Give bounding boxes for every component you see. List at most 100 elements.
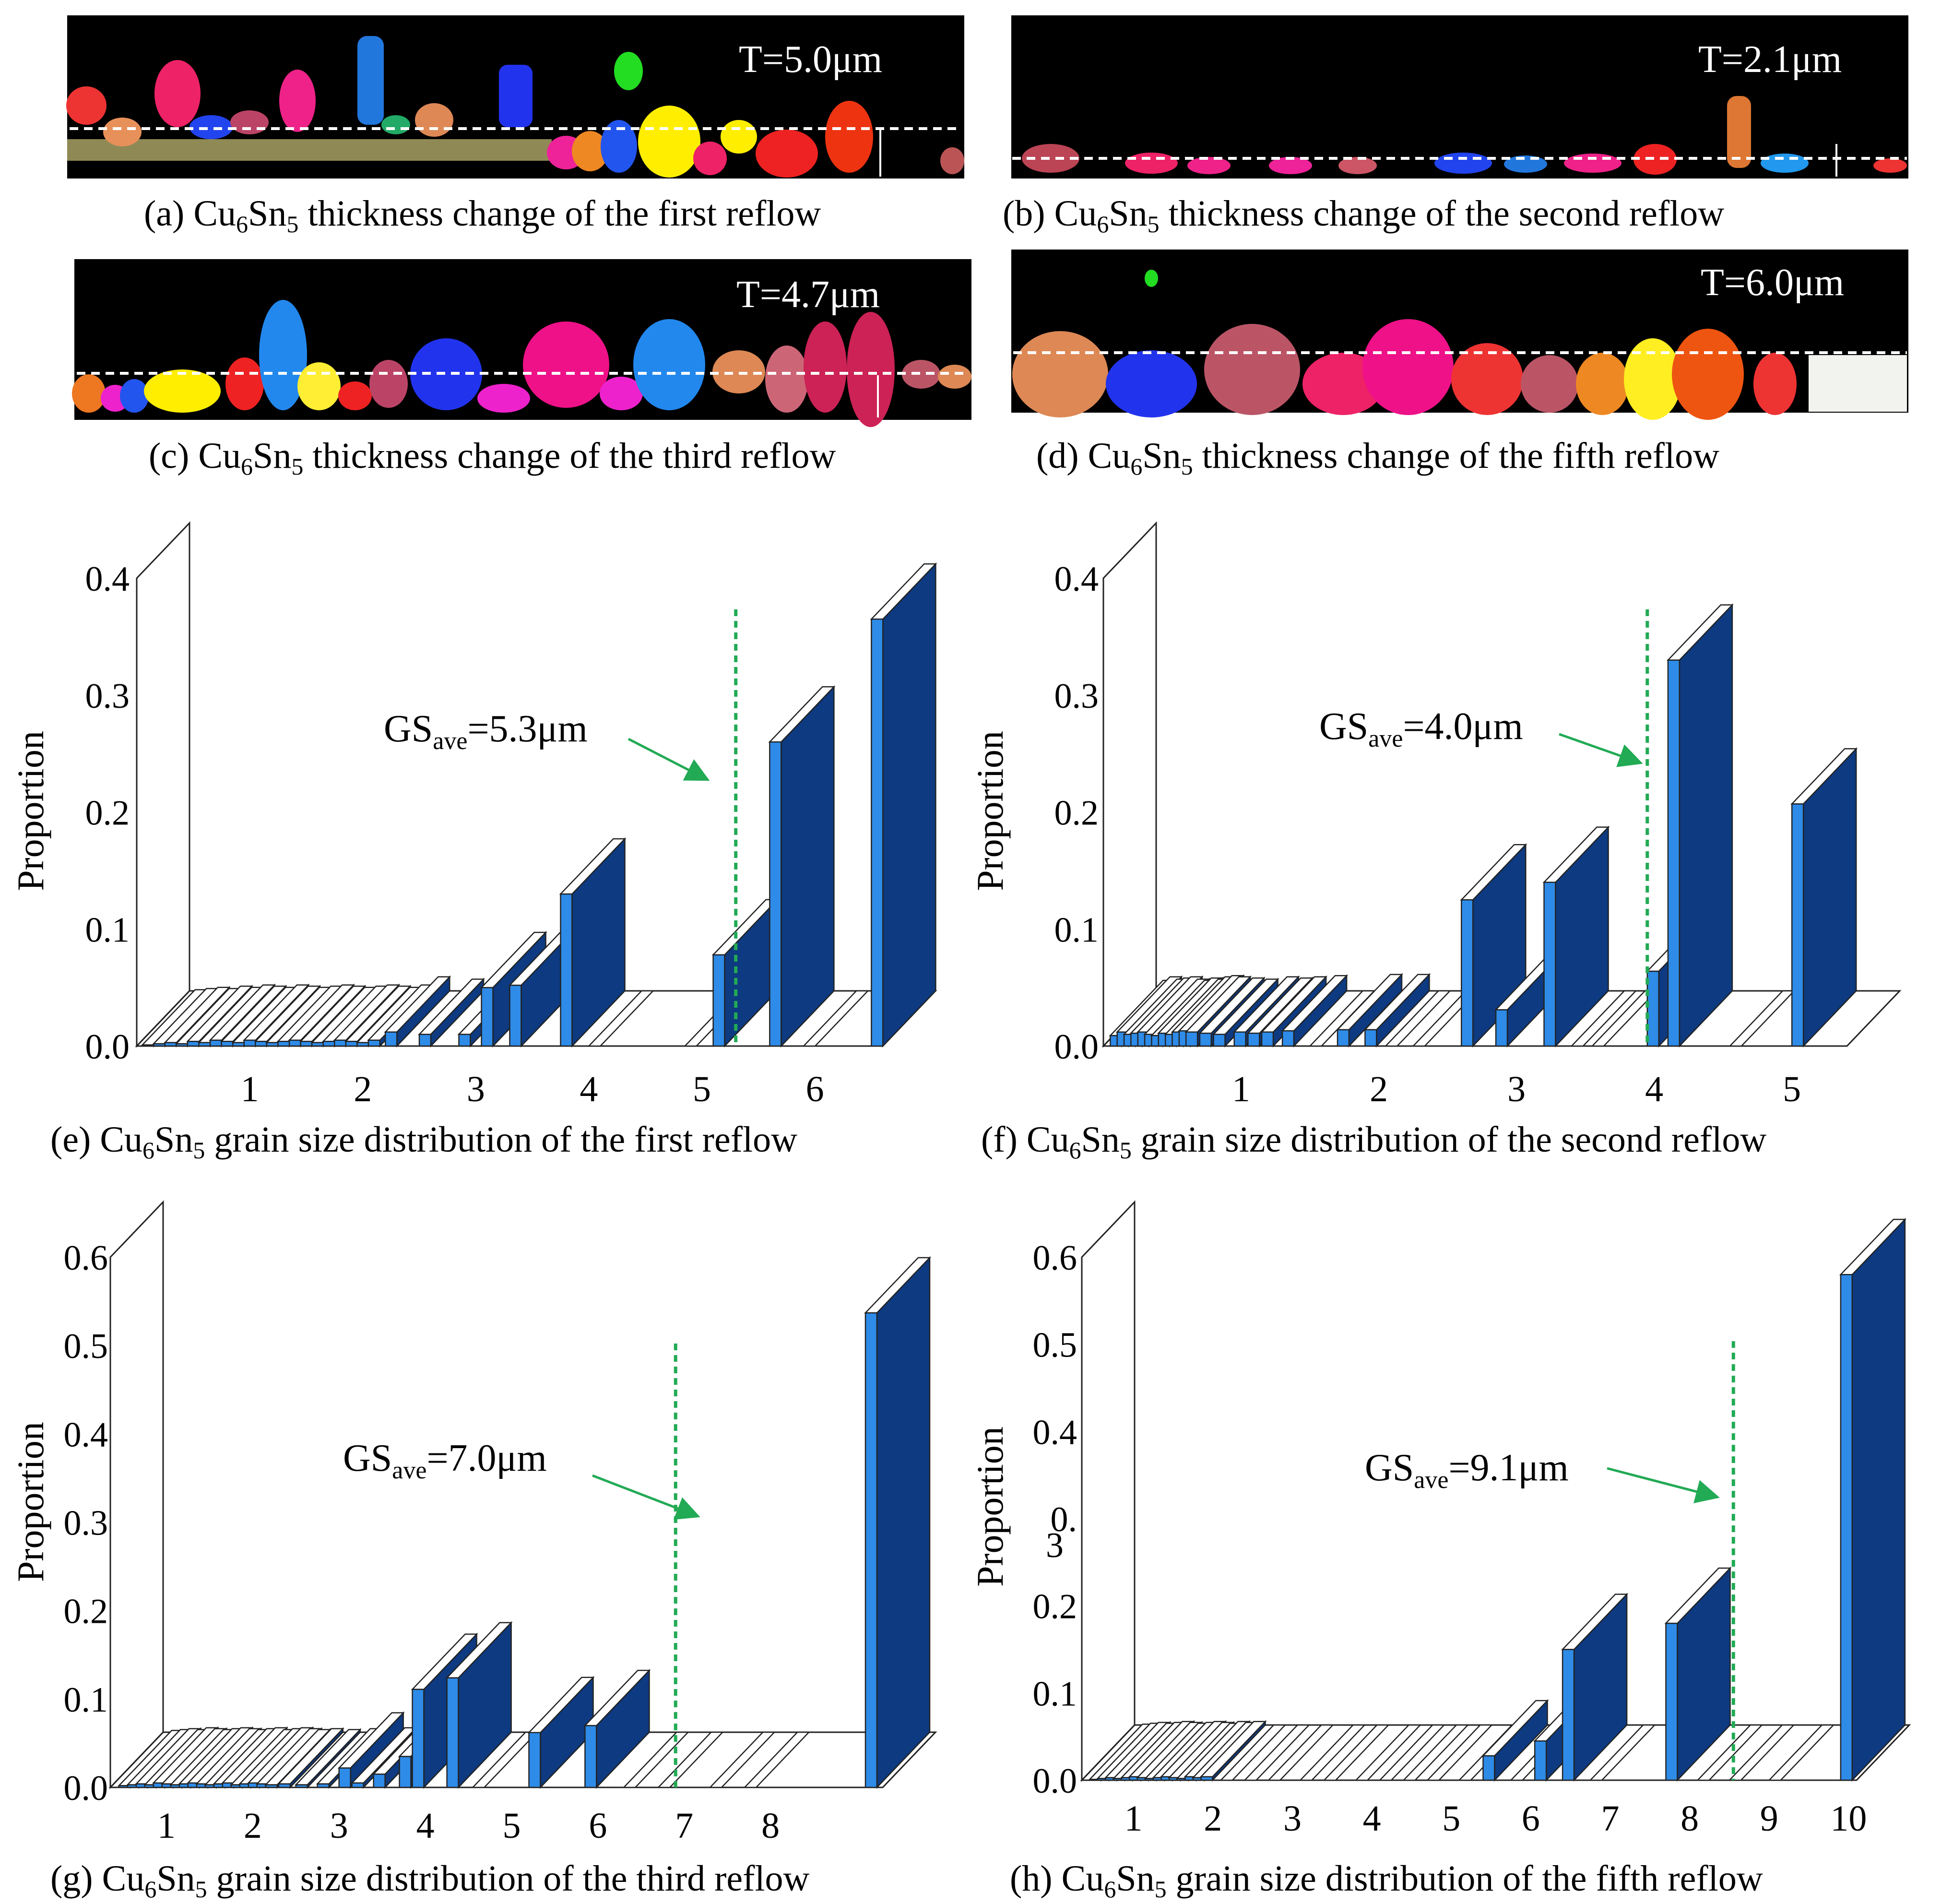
chart-g-bar-top [337,1712,405,1769]
chart-g-bar-top [195,1728,262,1785]
chart-e-bar-side [571,837,626,1048]
grain [477,384,530,413]
chart-f-bar [1790,747,1858,1048]
grain [1576,353,1629,415]
chart-f-average-label: GSave=4.0μm [1319,705,1523,752]
chart-f-xtick-label: 5 [1783,1069,1801,1109]
chart-h-bar [1243,1724,1311,1781]
chart-h-bar [1696,1724,1763,1781]
chart-h-bar-empty [1696,1724,1763,1781]
micrograph-a-grains [66,36,964,178]
chart-e-average-arrow [627,738,710,781]
chart-g-bar-top [135,1728,202,1785]
chart-f-bar-front [1646,970,1660,1047]
chart-e-bar-side [781,685,835,1048]
chart-g-bar-front [373,1773,386,1788]
chart-g-bar-empty [743,1731,811,1788]
chart-e-bar-front [560,893,573,1047]
chart-g-bar [445,1621,513,1789]
grain [1761,154,1809,173]
micrograph-c-thickness-label: T=4.7μm [736,274,880,316]
chart-f-bar-front [1213,1034,1226,1047]
chart-f-ylabel: Proportion [969,731,1011,891]
chart-e-bar-top [768,686,836,743]
grain [225,357,264,410]
chart-f-bar-empty [1728,990,1796,1047]
chart-h-ytick-label: 0.6 [1033,1238,1077,1278]
chart-h-bar-front [1840,1274,1853,1781]
chart-f-bar-empty [1384,990,1452,1047]
caption-a: (a) Cu6Sn5 thickness change of the first… [144,193,821,238]
chart-e-bar [711,898,779,1048]
chart-f-ytick-label: 0.2 [1054,794,1099,833]
chart-h-bar [1219,1724,1287,1781]
grain [1338,157,1377,174]
chart-h-bar-side [1851,1218,1906,1782]
chart-h-bar [1481,1699,1549,1782]
chart-g-bar [709,1731,776,1788]
chart-e-bar [802,990,870,1047]
chart-h-bar-top [1199,1721,1267,1777]
chart-e: 0.0 0.1 0.2 0.3 0.4 Proportion 1 2 3 4 5 6 GSave=5.3… [10,521,937,1164]
chart-g-xtick-label: 8 [761,1806,780,1846]
chart-e-xtick-label: 6 [806,1069,824,1109]
chart-h-bar-top [1664,1567,1732,1624]
chart-g-average-label: GSave=7.0μm [343,1437,547,1484]
chart-e-bar [418,977,485,1048]
chart-h-bar-empty [1426,1724,1493,1781]
chart-h-bar [1664,1566,1732,1782]
grain [1012,331,1108,417]
chart-e-bar-top [559,838,627,895]
grain [1269,157,1312,174]
chart-h-bar-front [1482,1755,1495,1781]
grain [338,381,372,410]
chart-g-bar-top [221,1727,288,1784]
chart-h-bar-empty [1219,1724,1287,1781]
chart-e-bar-front [367,1039,381,1047]
chart-h-bar [1561,1593,1629,1782]
micrograph-b-thickness-label: T=2.1μm [1698,38,1842,81]
chart-h-tick-fragment: 3 [1046,1526,1064,1565]
chart-g-xtick-label: 4 [416,1806,435,1846]
chart-f-bar-side [1555,825,1609,1048]
chart-h-bar [1199,1720,1267,1782]
chart-h-xtick-label: 10 [1830,1798,1867,1839]
chart-h-bar-front [1665,1622,1678,1781]
chart-e-xtick-label: 4 [580,1069,598,1109]
chart-g-bar-front [864,1312,878,1788]
grain [1727,96,1751,168]
grain [103,118,142,146]
chart-e-bar-front [385,1031,398,1047]
chart-h-xtick-label: 1 [1124,1798,1143,1839]
grain [847,312,895,427]
chart-h-bar-front [1562,1649,1575,1781]
chart-e-bar-front [277,1041,290,1047]
chart-f-bar [1281,974,1349,1048]
chart-h-bar [1767,1724,1835,1781]
chart-e-bar-top [220,986,287,1042]
chart-g-bar [864,1256,931,1789]
chart-f-bar-empty [1570,990,1637,1047]
grain [279,70,316,132]
chart-h-bar [1728,1724,1795,1781]
caption-f: (f) Cu6Sn5 grain size distribution of th… [981,1119,1766,1164]
chart-h-bar-top [1839,1219,1906,1275]
chart-f-bar-top [1363,974,1431,1031]
chart-h-bar [1402,1724,1469,1781]
grain [1521,355,1578,413]
chart-h-bar [1267,1724,1335,1781]
chart-e-bar-front [288,1039,302,1047]
grain [693,142,727,175]
micrograph-d-thickness-label: T=6.0μm [1701,262,1844,304]
chart-e-bar-top [344,986,412,1042]
chart-h-xtick-label: 3 [1283,1798,1302,1839]
grain [1753,353,1797,415]
grain [638,106,700,178]
chart-h-bar [1839,1218,1906,1782]
chart-f-bar-top [1212,978,1279,1035]
chart-e-bar [384,975,451,1048]
chart-h-bar-empty [1402,1724,1469,1781]
chart-e-bar-top [384,976,451,1033]
chart-g-xtick-label: 1 [157,1806,176,1846]
micrograph-b: T=2.1μm [1011,15,1908,178]
